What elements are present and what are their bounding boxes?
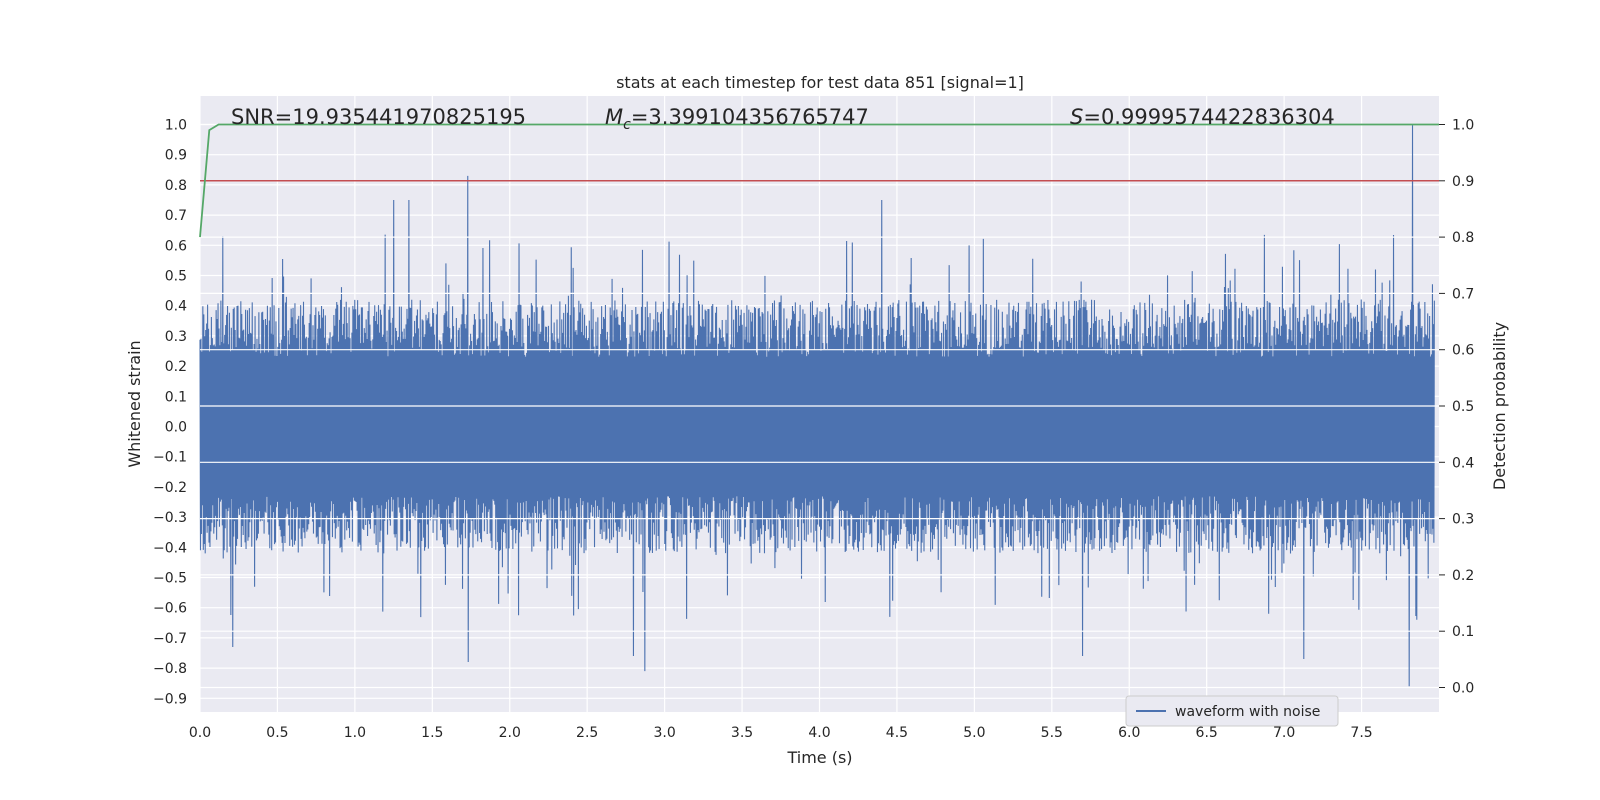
snr-annotation: SNR=19.935441970825195 (231, 105, 526, 129)
x-tick-label: 0.0 (189, 725, 211, 741)
x-tick-label: 5.0 (963, 725, 985, 741)
waveform-series (199, 124, 1435, 687)
y-left-tick-label: 0.0 (165, 420, 187, 436)
s-symbol: S (1070, 105, 1083, 129)
y-left-tick-label: 0.4 (165, 299, 187, 315)
y-left-tick-label: −0.3 (153, 510, 187, 526)
y-left-tick-label: −0.5 (153, 571, 187, 587)
y-axis-label-left: Whitened strain (125, 340, 144, 467)
y-right-tick-label: 0.3 (1452, 512, 1474, 528)
mc-symbol: M (605, 105, 623, 129)
y-right-tick-label: 0.6 (1452, 343, 1474, 359)
y-right-tick-label: 0.1 (1452, 624, 1474, 640)
detection-probability-line (199, 123, 1439, 238)
y-right-tick-label: 0.7 (1452, 286, 1474, 302)
x-tick-label: 2.5 (576, 725, 598, 741)
mc-value: =3.399104356765747 (631, 105, 869, 129)
x-tick-label: 4.5 (886, 725, 908, 741)
waveform-line (199, 124, 1435, 687)
y-left-tick-label: 0.9 (165, 148, 187, 164)
x-tick-label: 5.5 (1041, 725, 1063, 741)
y-right-tick-label: 0.8 (1452, 230, 1474, 246)
probability-series (199, 123, 1439, 238)
y-right-tick-label: 0.4 (1452, 455, 1474, 471)
y-left-tick-label: −0.8 (153, 661, 187, 677)
y-right-tick-label: 1.0 (1452, 118, 1474, 134)
legend-box (1125, 695, 1339, 727)
x-tick-label: 1.5 (421, 725, 443, 741)
x-tick-label: 1.0 (344, 725, 366, 741)
y-left-tick-label: 0.7 (165, 208, 187, 224)
y-left-tick-label: 1.0 (165, 118, 187, 134)
x-tick-label: 3.0 (653, 725, 675, 741)
legend-label: waveform with noise (1175, 704, 1320, 720)
x-axis-label: Time (s) (786, 748, 852, 767)
y-left-tick-label: 0.1 (165, 389, 187, 405)
x-tick-label: 7.5 (1350, 725, 1372, 741)
y-left-tick-label: 0.8 (165, 178, 187, 194)
y-right-tick-label: 0.5 (1452, 399, 1474, 415)
x-tick-label: 7.0 (1273, 725, 1295, 741)
y-left-tick-label: −0.2 (153, 480, 187, 496)
legend: waveform with noise (1125, 695, 1339, 727)
x-tick-label: 3.5 (731, 725, 753, 741)
mc-subscript: c (623, 117, 631, 133)
x-tick-label: 4.0 (808, 725, 830, 741)
y-left-tick-label: −0.6 (153, 601, 187, 617)
y-left-tick-label: 0.5 (165, 269, 187, 285)
y-right-tick-label: 0.2 (1452, 568, 1474, 584)
ticks: 0.0 0.5 1.0 1.5 2.0 2.5 3.0 3.5 4.0 4.5 5.0 5.5 6.0 6… (153, 118, 1474, 742)
y-left-tick-label: −0.7 (153, 631, 187, 647)
detection-score-annotation: S=0.9999574422836304 (1070, 105, 1335, 129)
y-left-tick-label: −0.4 (153, 540, 187, 556)
x-tick-label: 6.0 (1118, 725, 1140, 741)
y-left-tick-label: −0.9 (153, 691, 187, 707)
y-left-tick-label: 0.6 (165, 238, 187, 254)
x-tick-label: 0.5 (266, 725, 288, 741)
x-tick-label: 2.0 (499, 725, 521, 741)
s-value: =0.9999574422836304 (1083, 105, 1334, 129)
x-tick-label: 6.5 (1196, 725, 1218, 741)
y-axis-label-right: Detection probability (1490, 322, 1509, 490)
y-right-tick-label: 0.9 (1452, 174, 1474, 190)
y-left-tick-label: 0.2 (165, 359, 187, 375)
y-right-tick-label: 0.0 (1452, 681, 1474, 697)
chirp-mass-annotation: Mc=3.399104356765747 (605, 105, 869, 133)
y-left-tick-label: 0.3 (165, 329, 187, 345)
chart-title: stats at each timestep for test data 851… (616, 73, 1024, 92)
y-left-tick-label: −0.1 (153, 450, 187, 466)
